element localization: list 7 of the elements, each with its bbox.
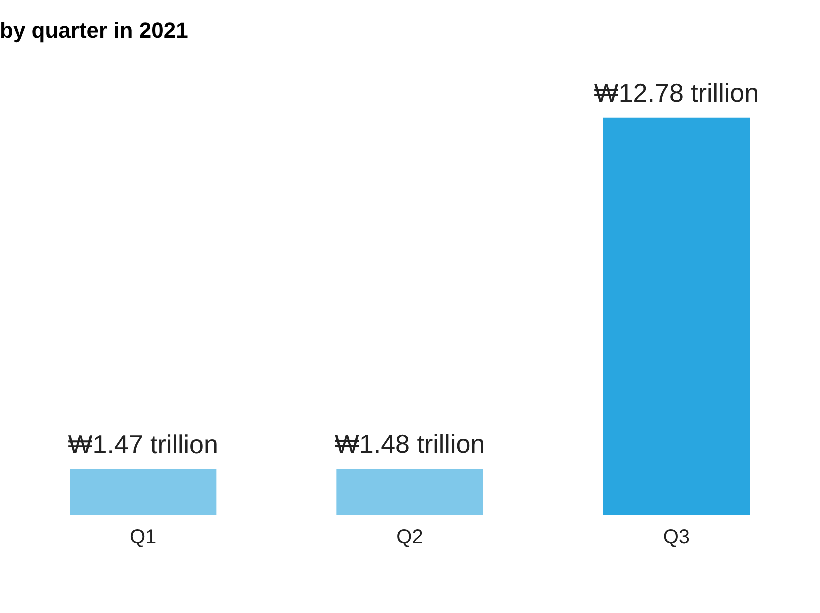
data-label: ₩1.47 trillion <box>68 429 218 460</box>
x-tick-label: Q3 <box>663 526 690 549</box>
x-tick-label: Q2 <box>396 526 424 549</box>
data-label: ₩1.48 trillion <box>334 429 486 460</box>
chart-title: by quarter in 2021 <box>0 18 188 44</box>
x-tick-label: Q1 <box>130 526 157 549</box>
data-label: ₩12.78 trillion <box>594 78 760 108</box>
